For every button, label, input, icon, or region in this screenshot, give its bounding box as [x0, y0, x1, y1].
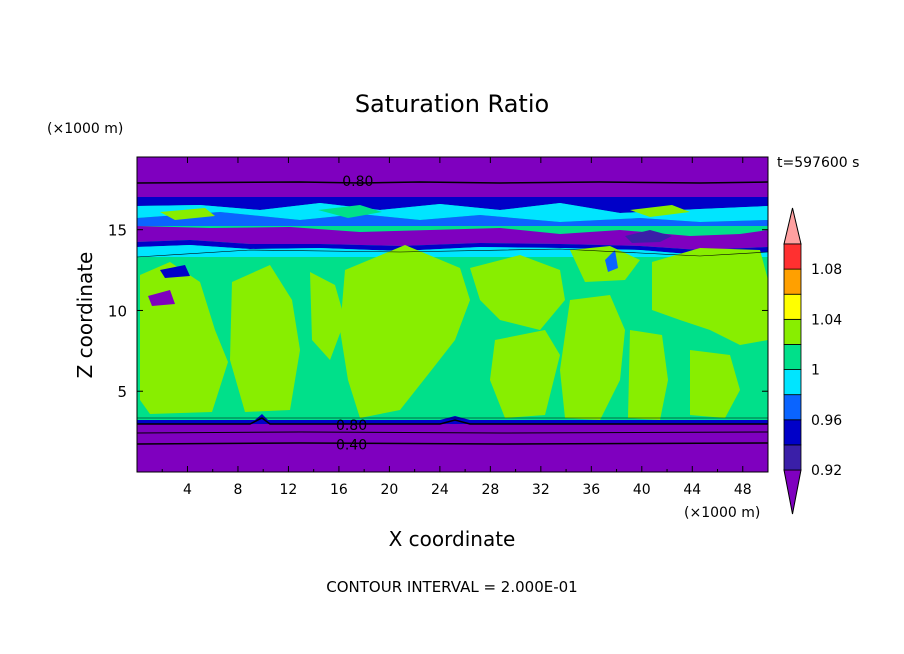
upper-band-cyan [137, 203, 768, 222]
time-label: t=597600 s [777, 155, 859, 171]
contour-line-080-bottom [137, 417, 768, 425]
y-axis-ticks: 5 10 15 [108, 222, 768, 401]
colorbar-segment [783, 293, 802, 320]
moist-spot [148, 290, 175, 306]
colorbar-label: 0.92 [811, 463, 842, 479]
upper-band-blue [137, 197, 768, 213]
upper-dry-layer [137, 157, 768, 197]
x-axis-label: X coordinate [389, 527, 516, 551]
lower-layer-top-edge [137, 414, 768, 424]
x-tick-label: 44 [683, 482, 701, 498]
chart-title: Saturation Ratio [355, 90, 549, 118]
x-tick-label: 16 [330, 482, 348, 498]
colorbar-segment [783, 369, 802, 396]
plot-frame [136, 156, 769, 473]
x-tick-label: 24 [431, 482, 449, 498]
moist-spot [625, 230, 672, 243]
y-unit-label: (×1000 m) [47, 121, 123, 137]
colorbar-segment [783, 318, 802, 345]
upper-green-blob [318, 205, 382, 218]
contour-label: 0.80 [342, 174, 373, 190]
contour-line-080-top [137, 181, 768, 184]
colorbar-segment [783, 268, 802, 295]
x-axis-ticks: 4 8 12 16 20 24 28 32 36 40 44 48 [161, 157, 752, 498]
lower-dry-layer [137, 420, 768, 472]
contour-line-040 [137, 442, 768, 445]
upper-green-blob [160, 208, 215, 220]
y-tick-label: 15 [108, 222, 127, 240]
x-tick-label: 48 [734, 482, 752, 498]
x-tick-label: 20 [380, 482, 398, 498]
upper-band-blue-edge [137, 240, 768, 255]
colorbar-segment [783, 419, 802, 446]
x-tick-label: 36 [582, 482, 600, 498]
x-tick-label: 12 [280, 482, 298, 498]
plume-areas [140, 245, 768, 420]
x-tick-label: 40 [633, 482, 651, 498]
colorbar-segment [783, 243, 802, 270]
contour-field [137, 157, 768, 472]
y-tick-label: 5 [117, 383, 127, 401]
contour-line-060 [137, 431, 768, 434]
y-axis-label: Z coordinate [73, 252, 97, 379]
x-tick-label: 8 [233, 482, 242, 498]
colorbar-label: 1.04 [811, 312, 842, 328]
moist-spot [605, 250, 618, 272]
x-unit-label: (×1000 m) [684, 505, 760, 521]
footer-text: CONTOUR INTERVAL = 2.000E-01 [326, 578, 577, 596]
contour-labels: 0.80 0.80 0.40 [336, 174, 373, 453]
x-tick-label: 4 [183, 482, 192, 498]
y-tick-label: 10 [108, 302, 127, 320]
colorbar-segment [783, 344, 802, 370]
moist-spot [160, 265, 190, 278]
upper-green-blob [630, 205, 690, 217]
colorbar-segment [783, 444, 802, 471]
upper-band-lightblue [137, 212, 768, 226]
x-tick-label: 32 [532, 482, 550, 498]
colorbar-label: 1 [811, 363, 820, 379]
colorbar-max-triangle [783, 207, 802, 245]
contour-label: 0.80 [336, 418, 367, 434]
contour-label: 0.40 [336, 438, 367, 454]
colorbar-segment [783, 394, 802, 421]
contour-line-upper [137, 248, 768, 258]
colorbar-label: 1.08 [811, 262, 842, 278]
colorbar-min-triangle [783, 469, 802, 515]
colorbar: 1.08 1.04 1 0.96 0.92 [783, 207, 842, 515]
colorbar-label: 0.96 [811, 413, 842, 429]
x-tick-label: 28 [481, 482, 499, 498]
